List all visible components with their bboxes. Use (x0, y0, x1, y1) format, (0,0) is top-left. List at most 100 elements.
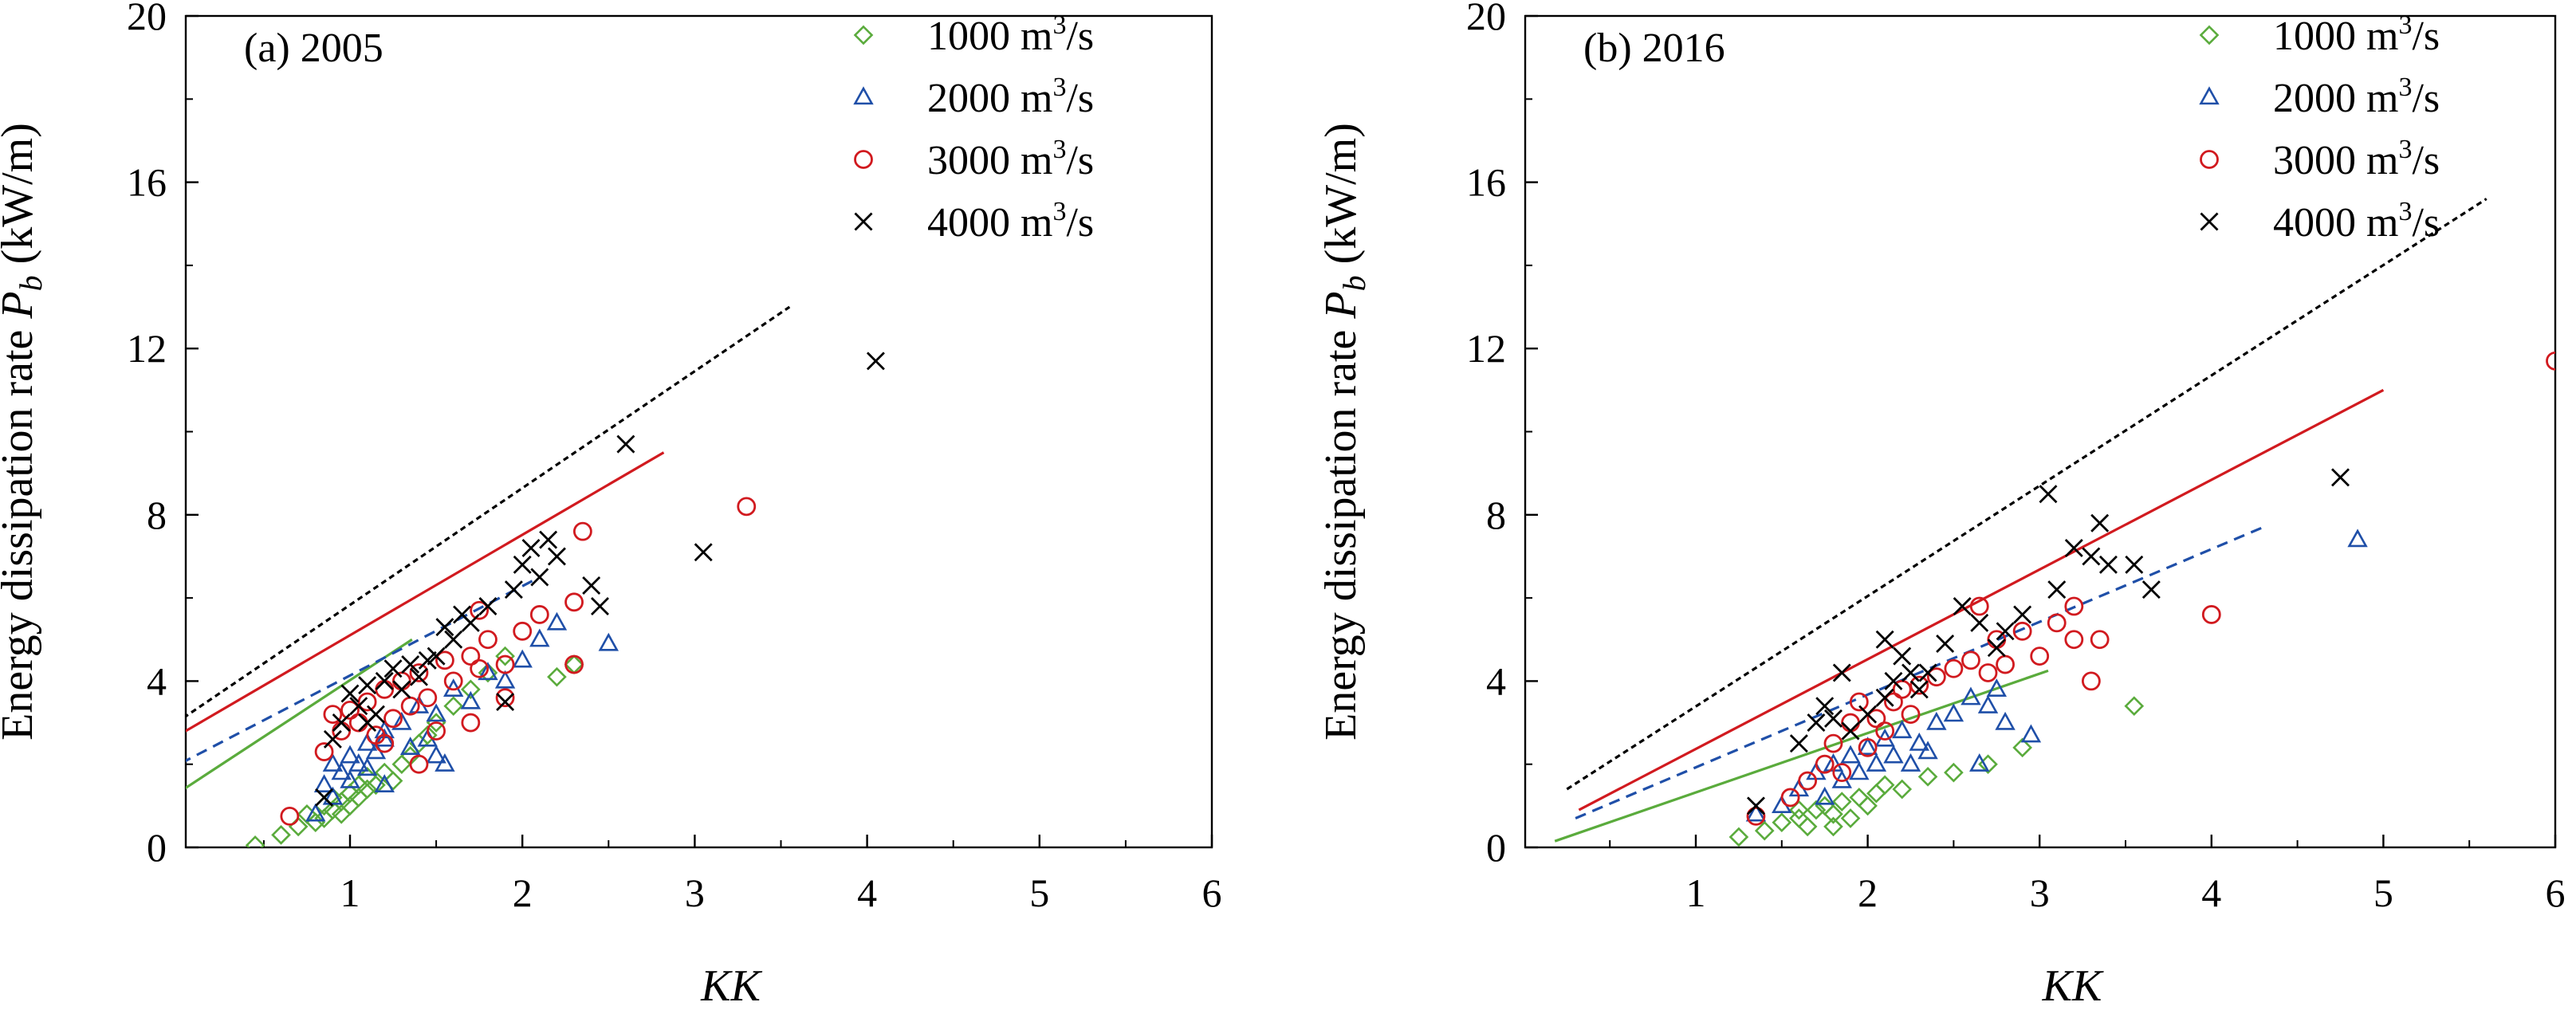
data-point-series-3 (340, 701, 360, 720)
data-point-series-3 (314, 742, 334, 761)
x-tick-label: 1 (340, 870, 360, 915)
y-tick-label: 12 (127, 326, 167, 371)
data-point-series-1 (2012, 737, 2032, 758)
data-point-series-1 (383, 771, 403, 791)
data-point-series-3 (1978, 663, 1998, 682)
data-point-series-3 (564, 654, 584, 674)
x-axis-label: KK (700, 961, 762, 1010)
legend-label-base: 2000 m (2273, 76, 2398, 121)
data-point-series-3 (1944, 658, 1964, 678)
data-point-series-3 (564, 592, 584, 612)
data-point-series-4 (1884, 671, 1903, 690)
data-point-series-4 (2090, 513, 2110, 533)
data-point-series-3 (409, 754, 429, 774)
x-tick-label: 4 (857, 870, 877, 915)
data-point-series-1 (1858, 796, 1878, 816)
legend-label-sup: 3 (2398, 197, 2412, 226)
y-axis-label-unit: (kW/m) (1316, 123, 1366, 275)
legend-label-end: /s (1066, 138, 1094, 183)
data-point-series-4 (427, 646, 446, 666)
data-point-series-3 (495, 688, 515, 708)
data-point-series-3 (1841, 713, 1860, 733)
data-point-series-4 (513, 555, 532, 574)
data-point-series-4 (401, 655, 420, 674)
data-point-series-4 (1875, 688, 1894, 707)
data-point-series-2 (460, 690, 482, 709)
data-point-series-4 (539, 530, 558, 549)
data-point-series-3 (1798, 771, 1818, 791)
data-point-series-3 (323, 705, 343, 725)
data-point-series-4 (444, 630, 463, 649)
data-point-series-4 (1858, 705, 1878, 724)
data-point-series-4 (2082, 547, 2101, 566)
legend-entry: 4000 m3/s (927, 197, 1094, 246)
data-point-series-4 (1918, 663, 1937, 682)
fit-line-series-3 (1578, 388, 2385, 812)
data-point-series-3 (1961, 650, 1980, 670)
data-point-series-2 (1909, 732, 1929, 751)
legend-marker-series-4 (2200, 212, 2219, 231)
data-point-series-3 (1996, 654, 2015, 674)
data-point-series-4 (2098, 555, 2118, 574)
data-point-series-3 (400, 696, 420, 716)
x-tick-label: 4 (2201, 870, 2221, 915)
data-point-series-4 (478, 597, 498, 616)
y-axis-label-text: Energy dissipation rate (1316, 319, 1366, 741)
data-point-series-3 (737, 497, 757, 517)
y-axis-label-symbol: P (0, 291, 42, 319)
x-tick-label: 2 (513, 870, 533, 915)
data-point-series-1 (443, 696, 464, 717)
data-point-series-3 (478, 630, 498, 650)
data-point-series-2 (374, 774, 395, 792)
data-point-series-4 (547, 547, 566, 566)
data-point-series-1 (495, 646, 515, 666)
data-point-series-2 (1986, 678, 2008, 698)
data-point-series-4 (866, 352, 885, 371)
data-point-series-2 (1883, 745, 1904, 764)
legend-entry: 3000 m3/s (927, 135, 1094, 183)
data-point-series-3 (513, 621, 533, 641)
data-point-series-4 (1746, 796, 1765, 815)
legend-label-base: 4000 m (2273, 200, 2398, 246)
data-point-series-1 (1772, 812, 1792, 833)
data-point-series-3 (2012, 621, 2032, 641)
legend-marker-series-4 (854, 212, 873, 231)
data-point-series-2 (322, 786, 344, 805)
data-point-series-4 (1953, 597, 1972, 616)
data-point-series-4 (1936, 634, 1955, 653)
data-point-series-4 (358, 713, 377, 733)
legend-marker-series-2 (2199, 86, 2220, 105)
data-point-series-3 (1969, 596, 1989, 616)
data-point-series-1 (1728, 827, 1749, 847)
data-point-series-3 (1849, 692, 1869, 712)
data-point-series-3 (2064, 596, 2084, 616)
data-point-series-4 (1823, 709, 1843, 728)
data-point-series-2 (348, 753, 369, 772)
y-axis-label: Energy dissipation rate Pb (kW/m) (0, 123, 49, 741)
y-axis-label-text: Energy dissipation rate (0, 319, 42, 741)
data-point-series-3 (1815, 754, 1835, 774)
data-point-series-2 (546, 611, 568, 631)
data-point-series-2 (391, 711, 412, 730)
data-point-series-1 (1823, 804, 1843, 824)
data-point-series-1 (417, 725, 438, 745)
data-point-series-2 (512, 649, 533, 668)
data-point-series-4 (1841, 721, 1860, 741)
y-tick-label: 12 (1466, 326, 1506, 371)
data-point-series-4 (1832, 663, 1851, 682)
data-point-series-2 (2020, 724, 2042, 743)
x-tick-label: 6 (1202, 870, 1222, 915)
x-axis-label: KK (2042, 961, 2104, 1010)
data-point-series-1 (2124, 696, 2145, 717)
data-point-series-3 (2047, 613, 2067, 633)
y-tick-label: 4 (1486, 658, 1506, 703)
data-point-series-2 (426, 703, 446, 722)
data-point-series-3 (375, 679, 395, 699)
data-point-series-4 (2141, 580, 2161, 599)
data-point-series-1 (357, 779, 377, 800)
x-tick-label: 6 (2546, 870, 2566, 915)
fit-line-series-1 (186, 638, 413, 790)
data-point-series-4 (1970, 613, 1989, 632)
data-point-series-2 (426, 745, 446, 764)
